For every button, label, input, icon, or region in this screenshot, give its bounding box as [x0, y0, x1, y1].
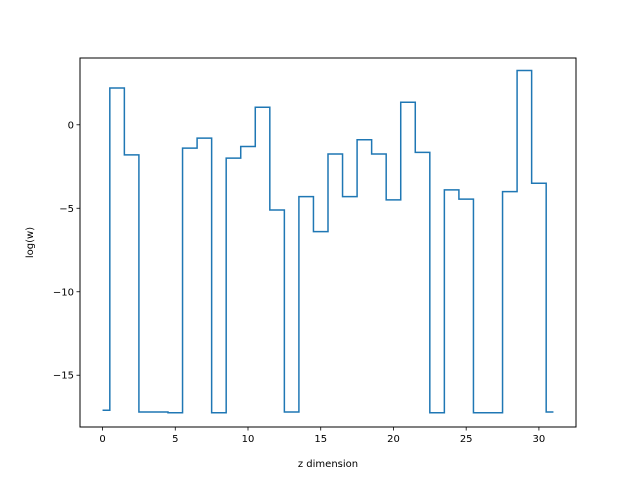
x-tick-label: 20: [387, 434, 400, 445]
x-axis-label: z dimension: [298, 459, 358, 470]
x-tick-label: 15: [314, 434, 327, 445]
axes-frame: [79, 57, 577, 428]
x-tick-label: 25: [460, 434, 473, 445]
y-tick-label: 0: [68, 120, 74, 131]
y-tick-label: −5: [59, 204, 74, 215]
x-axis: 0 5 10 15 20 25 30: [99, 427, 545, 445]
series-line: [102, 69, 554, 414]
x-tick-label: 5: [172, 434, 178, 445]
x-tick-label: 30: [533, 434, 546, 445]
x-tick-label: 0: [99, 434, 105, 445]
y-tick-label: −15: [53, 371, 74, 382]
y-axis-label: log(w): [25, 227, 36, 258]
y-axis: −15 −10 −5 0: [53, 120, 80, 382]
plot-area: [102, 69, 554, 414]
x-tick-label: 10: [242, 434, 255, 445]
y-tick-label: −10: [53, 287, 74, 298]
